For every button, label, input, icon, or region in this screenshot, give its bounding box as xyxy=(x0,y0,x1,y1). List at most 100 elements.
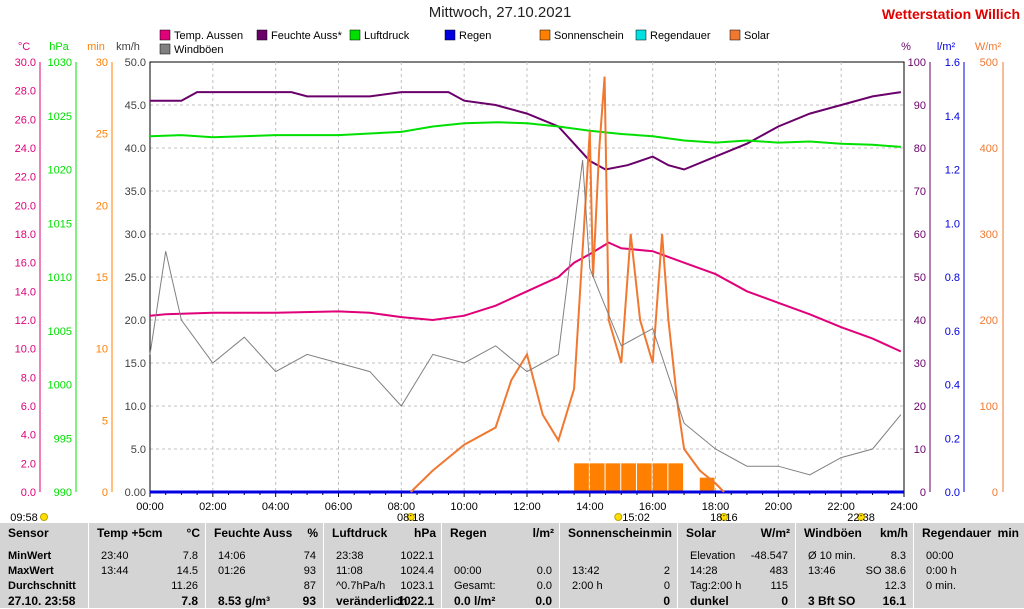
panel-row: 27.10. 23:58 xyxy=(0,594,88,609)
panel-cell-value: 93 xyxy=(302,594,316,608)
panel-row: MaxWert xyxy=(0,564,88,579)
pct-tick-label: 70 xyxy=(914,186,926,198)
panel-row: 0 xyxy=(560,594,678,609)
panel-row: 00:00 xyxy=(914,549,1024,564)
min-tick-label: 5 xyxy=(102,415,108,427)
panel-header-row: Temp +5cm °C xyxy=(89,526,206,541)
weather-chart: 00:00 02:00 04:00 06:00 08:00 10:00 12:00 14:00… xyxy=(10,29,1004,523)
panel-cell-value: 0.0 xyxy=(535,594,552,608)
legend-swatch xyxy=(539,29,551,41)
panel-header: Regendauer xyxy=(922,526,992,540)
series-line xyxy=(150,91,902,171)
kmh-tick-label: 30.0 xyxy=(125,229,146,241)
wm2-tick-label: 400 xyxy=(980,143,998,155)
legend-label: Solar xyxy=(744,30,770,42)
lm2-tick-label: 1.0 xyxy=(945,218,960,230)
panel-cell-time: 0.0 l/m² xyxy=(454,594,496,608)
panel-row: Elevation -48.547 xyxy=(678,549,796,564)
min-tick-label: 10 xyxy=(96,344,108,356)
plot-area xyxy=(149,61,905,493)
panel-header: Solar xyxy=(686,526,717,540)
sun-time-label: 09:58 xyxy=(10,512,38,523)
kmh-tick-label: 5.0 xyxy=(131,444,146,456)
panel-row: 14:06 74 xyxy=(206,549,324,564)
panel-cell-time: 14:06 xyxy=(218,550,246,562)
pct-unit: % xyxy=(901,41,911,53)
panel-header: Sensor xyxy=(8,526,49,540)
panel-cell-value: SO 38.6 xyxy=(865,565,906,577)
min-tick-label: 20 xyxy=(96,200,108,212)
sunshine-bar xyxy=(699,477,715,492)
min-tick-label: 30 xyxy=(96,57,108,69)
x-tick-label: 12:00 xyxy=(513,501,541,513)
summary-panel: Sensor MinWert MaxWert Durchschnitt 27.10. 2… xyxy=(0,523,1024,608)
pct-tick-label: 40 xyxy=(914,315,926,327)
panel-header-row: Windböen km/h xyxy=(796,526,914,541)
panel-col-wind: Windböen km/h Ø 10 min. 8.3 13:46 SO 38.6 12.3… xyxy=(795,523,914,608)
sun-icon xyxy=(614,513,623,521)
panel-header: Luftdruck xyxy=(332,526,388,540)
panel-cell-time: 3 Bft SO xyxy=(808,594,856,608)
hpa-tick-label: 995 xyxy=(54,433,72,445)
legend-swatch xyxy=(256,29,268,41)
hpa-unit: hPa xyxy=(49,41,69,53)
pct-tick-label: 50 xyxy=(914,272,926,284)
panel-row: 23:38 1022.1 xyxy=(324,549,442,564)
panel-col-feuchte: Feuchte Auss% 14:06 74 01:26 93 87 8.53 g/m³ 93 xyxy=(205,523,324,608)
panel-cell-value: 7.8 xyxy=(181,594,198,608)
panel-header: Sonnenschein xyxy=(568,526,651,540)
legend-swatch xyxy=(159,29,171,41)
legend-label: Temp. Aussen xyxy=(174,30,243,42)
panel-cell-value: 1022.1 xyxy=(397,594,434,608)
panel-cell-value: 8.3 xyxy=(890,550,906,562)
hpa-tick-label: 1020 xyxy=(48,165,72,177)
hpa-tick-label: 1005 xyxy=(48,326,72,338)
x-tick-label: 16:00 xyxy=(639,501,667,513)
panel-row: 13:44 14.5 xyxy=(89,564,206,579)
panel-row: Tag:2:00 h 115 xyxy=(678,579,796,594)
panel-cell-value: 14.5 xyxy=(176,565,198,577)
wm2-tick-label: 200 xyxy=(980,315,998,327)
panel-cell-time: 13:46 xyxy=(808,565,836,577)
legend-label: Regendauer xyxy=(650,30,711,42)
panel-row: dunkel 0 xyxy=(678,594,796,609)
sunshine-bar xyxy=(605,463,621,492)
lm2-tick-label: 0.0 xyxy=(945,487,960,499)
panel-cell-value: 0.0 xyxy=(536,580,552,592)
panel-row: 87 xyxy=(206,579,324,594)
pct-tick-label: 90 xyxy=(914,100,926,112)
panel-row: 0.0 l/m² 0.0 xyxy=(442,594,560,609)
min-tick-label: 25 xyxy=(96,129,108,141)
x-tick-label: 00:00 xyxy=(136,501,164,513)
pct-tick-label: 100 xyxy=(908,57,926,69)
temp-tick-label: 16.0 xyxy=(15,258,36,270)
hpa-tick-label: 1025 xyxy=(48,111,72,123)
legend-label: Feuchte Auss* xyxy=(271,30,343,42)
sun-time-label: 18:16 xyxy=(710,512,738,523)
sunshine-bar xyxy=(636,463,652,492)
hpa-tick-label: 990 xyxy=(54,487,72,499)
sunshine-bar xyxy=(652,463,668,492)
kmh-tick-label: 10.0 xyxy=(125,401,146,413)
sun-icon xyxy=(40,513,48,521)
x-tick-label: 02:00 xyxy=(199,501,227,513)
panel-col-regendauer: Regendauer min 00:00 0:00 h 0 min. xyxy=(913,523,1024,608)
wm2-tick-label: 0 xyxy=(992,487,998,499)
panel-unit: hPa xyxy=(413,526,436,540)
panel-cell-value: 483 xyxy=(769,565,788,577)
panel-row: MinWert xyxy=(0,549,88,564)
sun-time-label: 08:18 xyxy=(397,512,425,523)
legend-swatch xyxy=(635,29,647,41)
panel-cell-time: 13:44 xyxy=(101,565,129,577)
panel-cell-time: Tag:2:00 h xyxy=(690,580,742,592)
panel-cell-value: 1022.1 xyxy=(400,550,434,562)
temp-tick-label: 0.0 xyxy=(21,487,36,499)
temp-tick-label: 6.0 xyxy=(21,401,36,413)
sun-icon xyxy=(719,513,728,521)
series-line xyxy=(149,241,902,353)
lm2-tick-label: 1.2 xyxy=(945,165,960,177)
panel-row: 8.53 g/m³ 93 xyxy=(206,594,324,609)
panel-cell-value: 74 xyxy=(303,550,316,562)
panel-row: 2:00 h 0 xyxy=(560,579,678,594)
panel-cell-time: 11:08 xyxy=(336,565,363,577)
